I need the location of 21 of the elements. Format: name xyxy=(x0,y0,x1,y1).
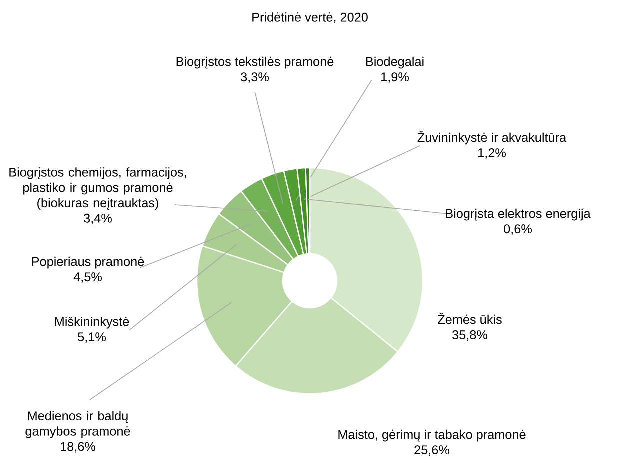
slice-label: Medienos ir baldų gamybos pramonė xyxy=(26,411,130,438)
data-label: 0,6% xyxy=(504,224,532,236)
slice-label: Maisto, gėrimų ir tabako pramonė xyxy=(338,430,526,442)
data-label: 1,2% xyxy=(478,148,506,160)
slice-label: Popieriaus pramonė xyxy=(32,256,144,269)
data-label: 35,8% xyxy=(452,330,488,342)
data-label: 5,1% xyxy=(78,332,106,344)
slice-label: Biodegalai xyxy=(366,56,424,69)
data-label: 3,3% xyxy=(241,72,269,84)
slice-label: Žuvininkystė ir akvakultūra xyxy=(418,130,567,145)
data-label: 18,6% xyxy=(61,442,96,453)
slice-label: Žemės ūkis xyxy=(438,312,502,324)
data-label: 1,9% xyxy=(382,72,409,84)
chart-title: Pridėtinė vertė, 2020 xyxy=(252,12,368,24)
slice-label: Biogrįstos tekstilės pramonė xyxy=(176,56,334,69)
data-label: 25,6% xyxy=(414,446,450,456)
slice-label: Miškininkystė xyxy=(55,316,130,329)
slice-label: Biogrįstos chemijos, farmacijos, plastiko ir gumos pramonė (biokuras neįtrauktas) xyxy=(10,168,186,210)
data-label: 3,4% xyxy=(84,214,112,224)
slice-label: Biogrįsta elektros energija xyxy=(446,208,591,221)
data-label: 4,5% xyxy=(74,272,102,284)
